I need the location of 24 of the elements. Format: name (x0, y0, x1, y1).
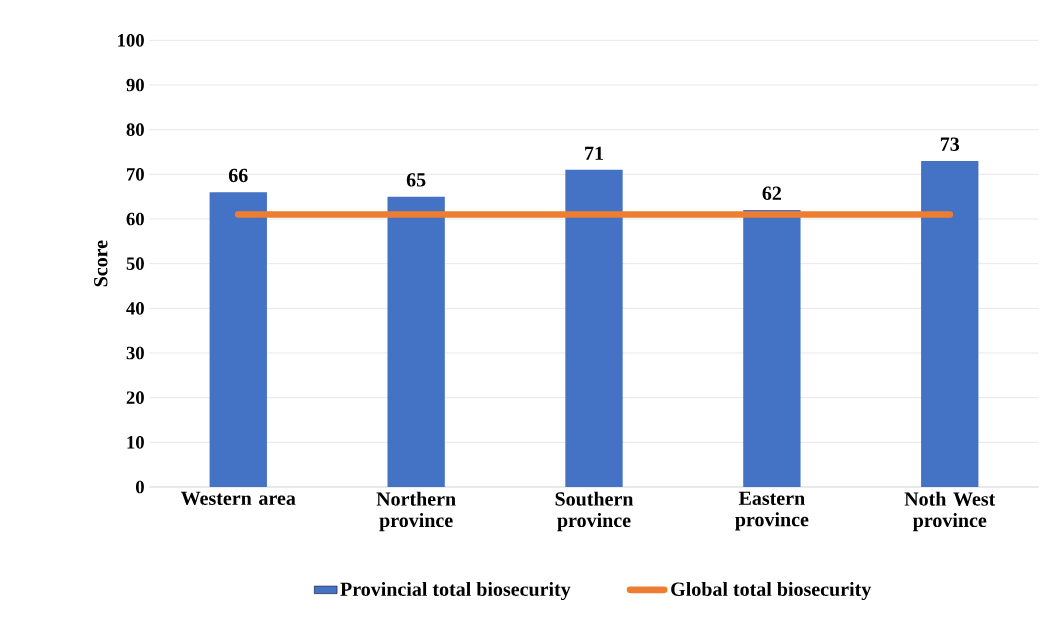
y-tick-label: 40 (126, 302, 144, 315)
y-axis-title: Score (94, 240, 108, 287)
x-tick-label: Western area (180, 491, 296, 506)
data-label: 62 (762, 186, 782, 201)
y-tick-label: 50 (126, 257, 144, 270)
y-tick-label: 100 (118, 34, 144, 47)
y-tick-label: 0 (136, 480, 144, 494)
x-tick-label: Eastern province (735, 491, 809, 531)
y-tick-label: 90 (126, 78, 144, 92)
x-tick-label: Northern province (376, 491, 456, 532)
x-tick-label: Noth West province (904, 491, 996, 532)
y-tick-label: 80 (126, 123, 144, 136)
y-tick-label: 70 (127, 168, 144, 181)
y-tick-label: 20 (126, 391, 144, 404)
y-tick-label: 30 (126, 346, 144, 360)
y-tick-label: 10 (127, 436, 144, 449)
legend-label: Provincial total biosecurity (340, 581, 571, 601)
data-label: 65 (406, 173, 426, 187)
x-tick-label: Southern province (555, 491, 634, 532)
data-label: 71 (585, 146, 603, 160)
data-label: 66 (228, 168, 248, 183)
legend-label: Global total biosecurity (671, 581, 872, 601)
data-label: 73 (940, 137, 960, 151)
y-tick-label: 60 (126, 212, 144, 226)
